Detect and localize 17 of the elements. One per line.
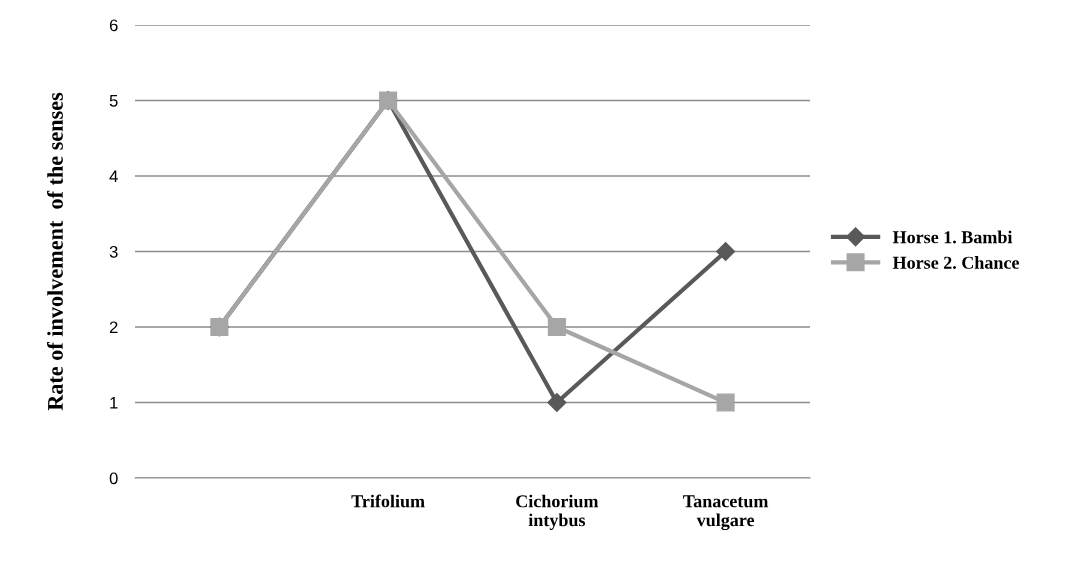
- legend-label: Horse 1. Bambi: [892, 230, 1013, 244]
- y-tick-label: 5: [109, 95, 118, 107]
- x-tick-label: Tanacetum vulgare: [683, 495, 769, 531]
- point: [547, 392, 567, 413]
- x-tick-label: Cichorium intybus: [516, 494, 599, 530]
- point: [547, 317, 566, 337]
- y-tick-label: 6: [109, 19, 118, 32]
- y-tick-label: 0: [109, 472, 118, 485]
- legend-label: Horse 2. Chance: [892, 256, 1019, 269]
- y-tick-label: 4: [109, 170, 118, 183]
- y-tick-label: 3: [109, 245, 118, 258]
- point: [716, 241, 736, 262]
- x-tick-label: Trifolium: [351, 494, 425, 508]
- y-tick-label: 1: [110, 397, 118, 409]
- point: [716, 393, 735, 412]
- y-tick-label: 2: [109, 321, 118, 334]
- y-axis-title: Rate of involvement of the senses: [47, 92, 63, 411]
